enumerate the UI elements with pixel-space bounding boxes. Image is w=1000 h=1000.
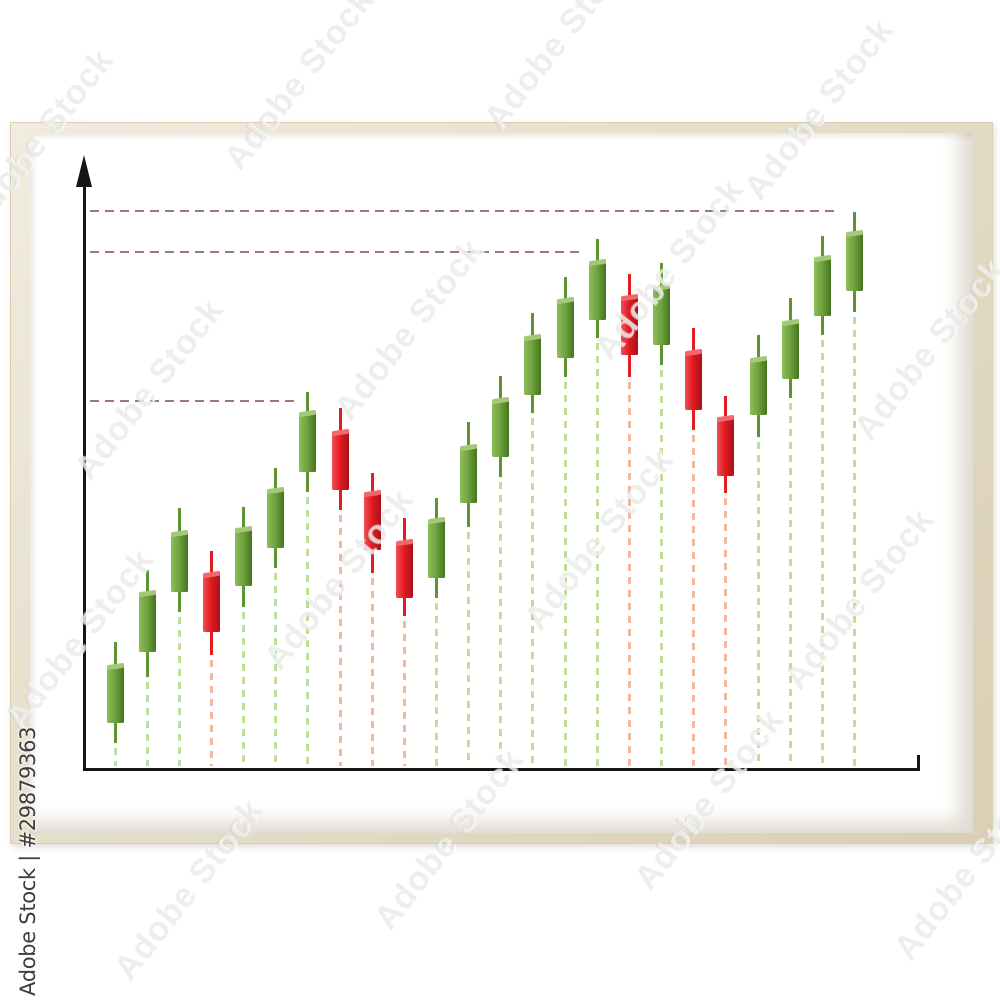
y-axis	[83, 186, 86, 771]
body	[845, 233, 863, 291]
body	[170, 533, 188, 592]
drop-line	[209, 660, 213, 766]
drop-line	[242, 612, 246, 766]
drop-line	[756, 442, 760, 766]
body	[106, 666, 124, 723]
level-line	[90, 251, 584, 253]
body	[460, 447, 478, 503]
body	[620, 297, 638, 355]
body	[267, 490, 285, 548]
drop-line	[820, 340, 824, 766]
drop-line	[177, 617, 181, 766]
body	[588, 262, 606, 320]
body	[395, 542, 413, 598]
drop-line	[370, 578, 374, 766]
drop-line	[724, 498, 728, 766]
body	[717, 418, 735, 476]
drop-line	[563, 382, 567, 766]
level-line	[90, 210, 841, 212]
body	[138, 593, 156, 652]
drop-line	[788, 403, 792, 766]
body	[202, 574, 220, 632]
drop-line	[306, 497, 310, 766]
x-axis	[83, 768, 920, 771]
drop-line	[113, 748, 117, 766]
drop-line	[627, 382, 631, 766]
body	[428, 520, 445, 578]
drop-line	[660, 370, 664, 766]
body	[653, 287, 671, 345]
body	[492, 400, 510, 457]
drop-line	[692, 435, 696, 766]
drop-line	[499, 482, 503, 766]
body	[331, 432, 349, 490]
body	[685, 352, 703, 410]
drop-line	[531, 418, 535, 766]
drop-line	[435, 603, 438, 766]
drop-line	[274, 573, 278, 766]
body	[556, 300, 574, 358]
watermark-credit: Adobe Stock | #29879363	[16, 726, 40, 996]
drop-line	[467, 532, 471, 766]
drop-line	[402, 621, 406, 766]
body	[235, 529, 253, 586]
body	[781, 322, 799, 379]
x-axis-end-tick	[917, 755, 920, 771]
drop-line	[852, 317, 856, 766]
body	[813, 258, 831, 316]
drop-line	[145, 682, 149, 766]
body	[363, 493, 381, 550]
drop-line	[338, 515, 342, 766]
drop-line	[595, 343, 599, 766]
body	[524, 337, 542, 395]
body	[749, 359, 767, 415]
y-axis-arrow-icon	[76, 155, 92, 187]
level-line	[90, 400, 294, 402]
body	[299, 413, 317, 472]
